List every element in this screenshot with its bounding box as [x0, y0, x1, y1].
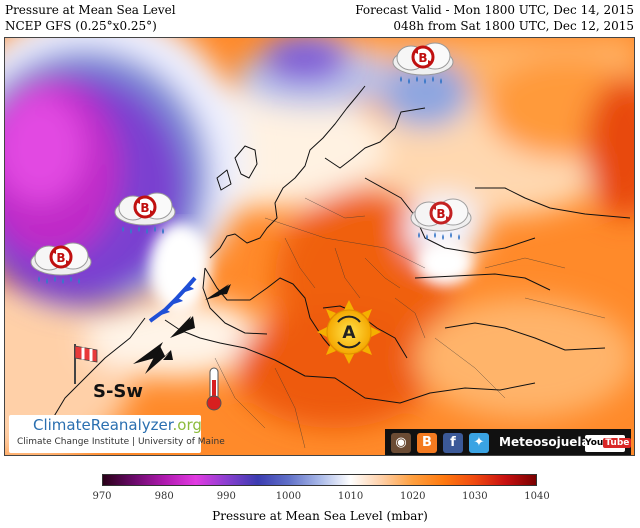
wind-arrow-icon [133, 284, 231, 374]
brand-suffix: .org [172, 416, 202, 434]
title-left-line-2: NCEP GFS (0.25°x0.25°) [5, 19, 157, 33]
colorbar-ticks: 970 980 990 1000 1010 1020 1030 1040 [92, 491, 549, 505]
youtube-icon[interactable]: You Tube [585, 435, 632, 452]
twitter-icon[interactable]: ✦ [469, 433, 489, 453]
pressure-map: B B B B A S-Sw ClimateReanalyzer.org Cli… [4, 37, 635, 456]
colorbar-tick-label: 1010 [337, 491, 364, 502]
title-left-line-1: Pressure at Mean Sea Level [5, 3, 176, 17]
colorbar-tick-label: 980 [154, 491, 174, 502]
brand-name: ClimateReanalyzer.org [33, 416, 202, 434]
windsock-icon [74, 344, 98, 384]
warm-front-icon [148, 276, 197, 323]
thermometer-icon [206, 367, 222, 411]
low-label: B [56, 251, 65, 265]
institute-text: Climate Change Institute | University of… [17, 437, 225, 447]
brand-main: ClimateReanalyzer [33, 416, 173, 434]
map-header: Pressure at Mean Sea Level NCEP GFS (0.2… [0, 0, 640, 36]
social-bar: ◉ B f ✦ Meteosojuela You Tube [385, 429, 632, 455]
youtube-you: You [585, 438, 604, 448]
youtube-tube: Tube [603, 438, 632, 448]
colorbar-title: Pressure at Mean Sea Level (mbar) [212, 509, 428, 523]
colorbar-tick-label: 990 [216, 491, 236, 502]
low-label: B [418, 51, 427, 65]
blogger-icon[interactable]: B [417, 433, 437, 453]
facebook-icon[interactable]: f [443, 433, 463, 453]
colorbar-tick-label: 1000 [275, 491, 302, 502]
instagram-icon[interactable]: ◉ [391, 433, 411, 453]
colorbar-tick-label: 1020 [399, 491, 426, 502]
high-pressure-icon [317, 300, 381, 364]
colorbar [102, 474, 537, 486]
social-handle: Meteosojuela [499, 435, 590, 449]
colorbar-tick-label: 970 [92, 491, 112, 502]
wind-direction-label: S-Sw [93, 381, 144, 402]
colorbar-tick-label: 1030 [462, 491, 488, 502]
title-right-line-2: 048h from Sat 1800 UTC, Dec 12, 2015 [393, 19, 634, 33]
title-right-line-1: Forecast Valid - Mon 1800 UTC, Dec 14, 2… [355, 3, 634, 17]
low-label: B [436, 207, 445, 221]
climate-reanalyzer-badge[interactable]: ClimateReanalyzer.org Climate Change Ins… [9, 415, 225, 453]
low-label: B [140, 201, 149, 215]
high-label: A [342, 323, 356, 343]
map-canvas: B B B B A [5, 38, 634, 455]
colorbar-tick-label: 1040 [524, 491, 550, 502]
